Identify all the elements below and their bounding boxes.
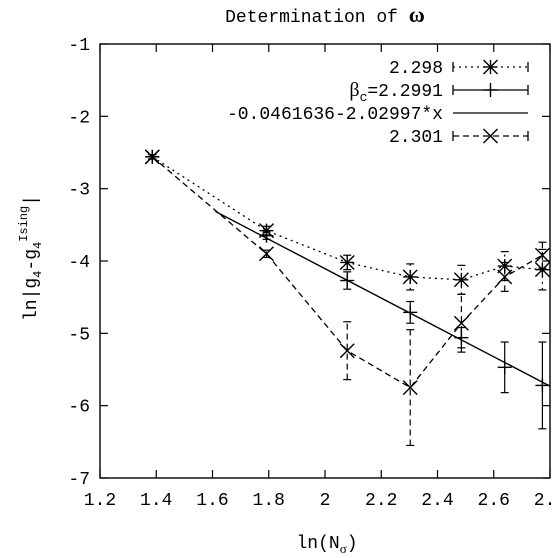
chart-title: Determination of ω <box>225 2 425 28</box>
legend-label: -0.0461636-2.02997*x <box>227 105 443 125</box>
y-tick-label: -5 <box>68 325 90 345</box>
legend-entry: βc=2.2991 <box>349 79 529 105</box>
series-1 <box>145 149 550 430</box>
star-marker <box>453 272 469 288</box>
error-bar <box>406 329 415 447</box>
star-marker <box>483 59 498 75</box>
x-tick-label: 1.6 <box>196 491 228 511</box>
error-bar <box>538 248 547 291</box>
legend-entry: 2.301 <box>389 128 529 148</box>
cross-marker <box>259 246 274 262</box>
x-tick-label: 2.4 <box>421 491 453 511</box>
error-bar <box>457 293 466 353</box>
cross-marker <box>453 315 469 331</box>
plus-marker <box>403 305 418 320</box>
x-axis-label: ln(Nσ) <box>296 534 357 556</box>
x-tick-label: 1.4 <box>140 491 172 511</box>
y-tick-label: -4 <box>68 253 90 273</box>
cross-marker <box>497 269 513 285</box>
y-axis-label: ln|g4-g4Ising| <box>17 195 45 321</box>
star-marker <box>534 262 550 278</box>
cross-marker <box>534 247 550 263</box>
y-tick-label: -6 <box>68 398 90 418</box>
cross-marker <box>339 343 355 359</box>
x-tick-label: 2.2 <box>365 491 397 511</box>
cross-marker <box>144 149 160 165</box>
cross-marker <box>483 128 498 144</box>
x-tick-label: 2 <box>320 491 331 511</box>
x-tick-label: 1.2 <box>84 491 116 511</box>
labels: 1.2 1.4 1.6 1.8 2 2.2 2.4 2.6 2.8 -7 -6 -5 -4 -3 -2 -1 D… <box>17 2 555 556</box>
x-tick-label: 1.8 <box>253 491 285 511</box>
x-tick-label: 2.8 <box>534 491 555 511</box>
fit-line <box>214 210 551 387</box>
cross-marker <box>402 380 418 396</box>
y-tick-label: -2 <box>68 108 90 128</box>
x-tick-label: 2.6 <box>478 491 510 511</box>
legend-label: βc=2.2991 <box>349 79 443 105</box>
series-3 <box>144 149 550 447</box>
y-tick-label: -7 <box>68 470 90 490</box>
plus-marker <box>535 378 550 393</box>
y-tick-label: -3 <box>68 181 90 201</box>
star-marker <box>402 269 418 285</box>
legend-entry: 2.298 <box>389 59 529 79</box>
error-bar <box>343 321 352 381</box>
legend-entry: -0.0461636-2.02997*x <box>227 105 528 125</box>
axes <box>99 43 551 479</box>
legend-label: 2.298 <box>389 59 443 79</box>
legend-label: 2.301 <box>389 128 443 148</box>
series-layer <box>144 149 551 447</box>
series-2 <box>214 210 551 387</box>
y-tick-label: -1 <box>68 36 90 56</box>
star-marker <box>339 254 355 270</box>
plus-marker <box>483 83 498 97</box>
